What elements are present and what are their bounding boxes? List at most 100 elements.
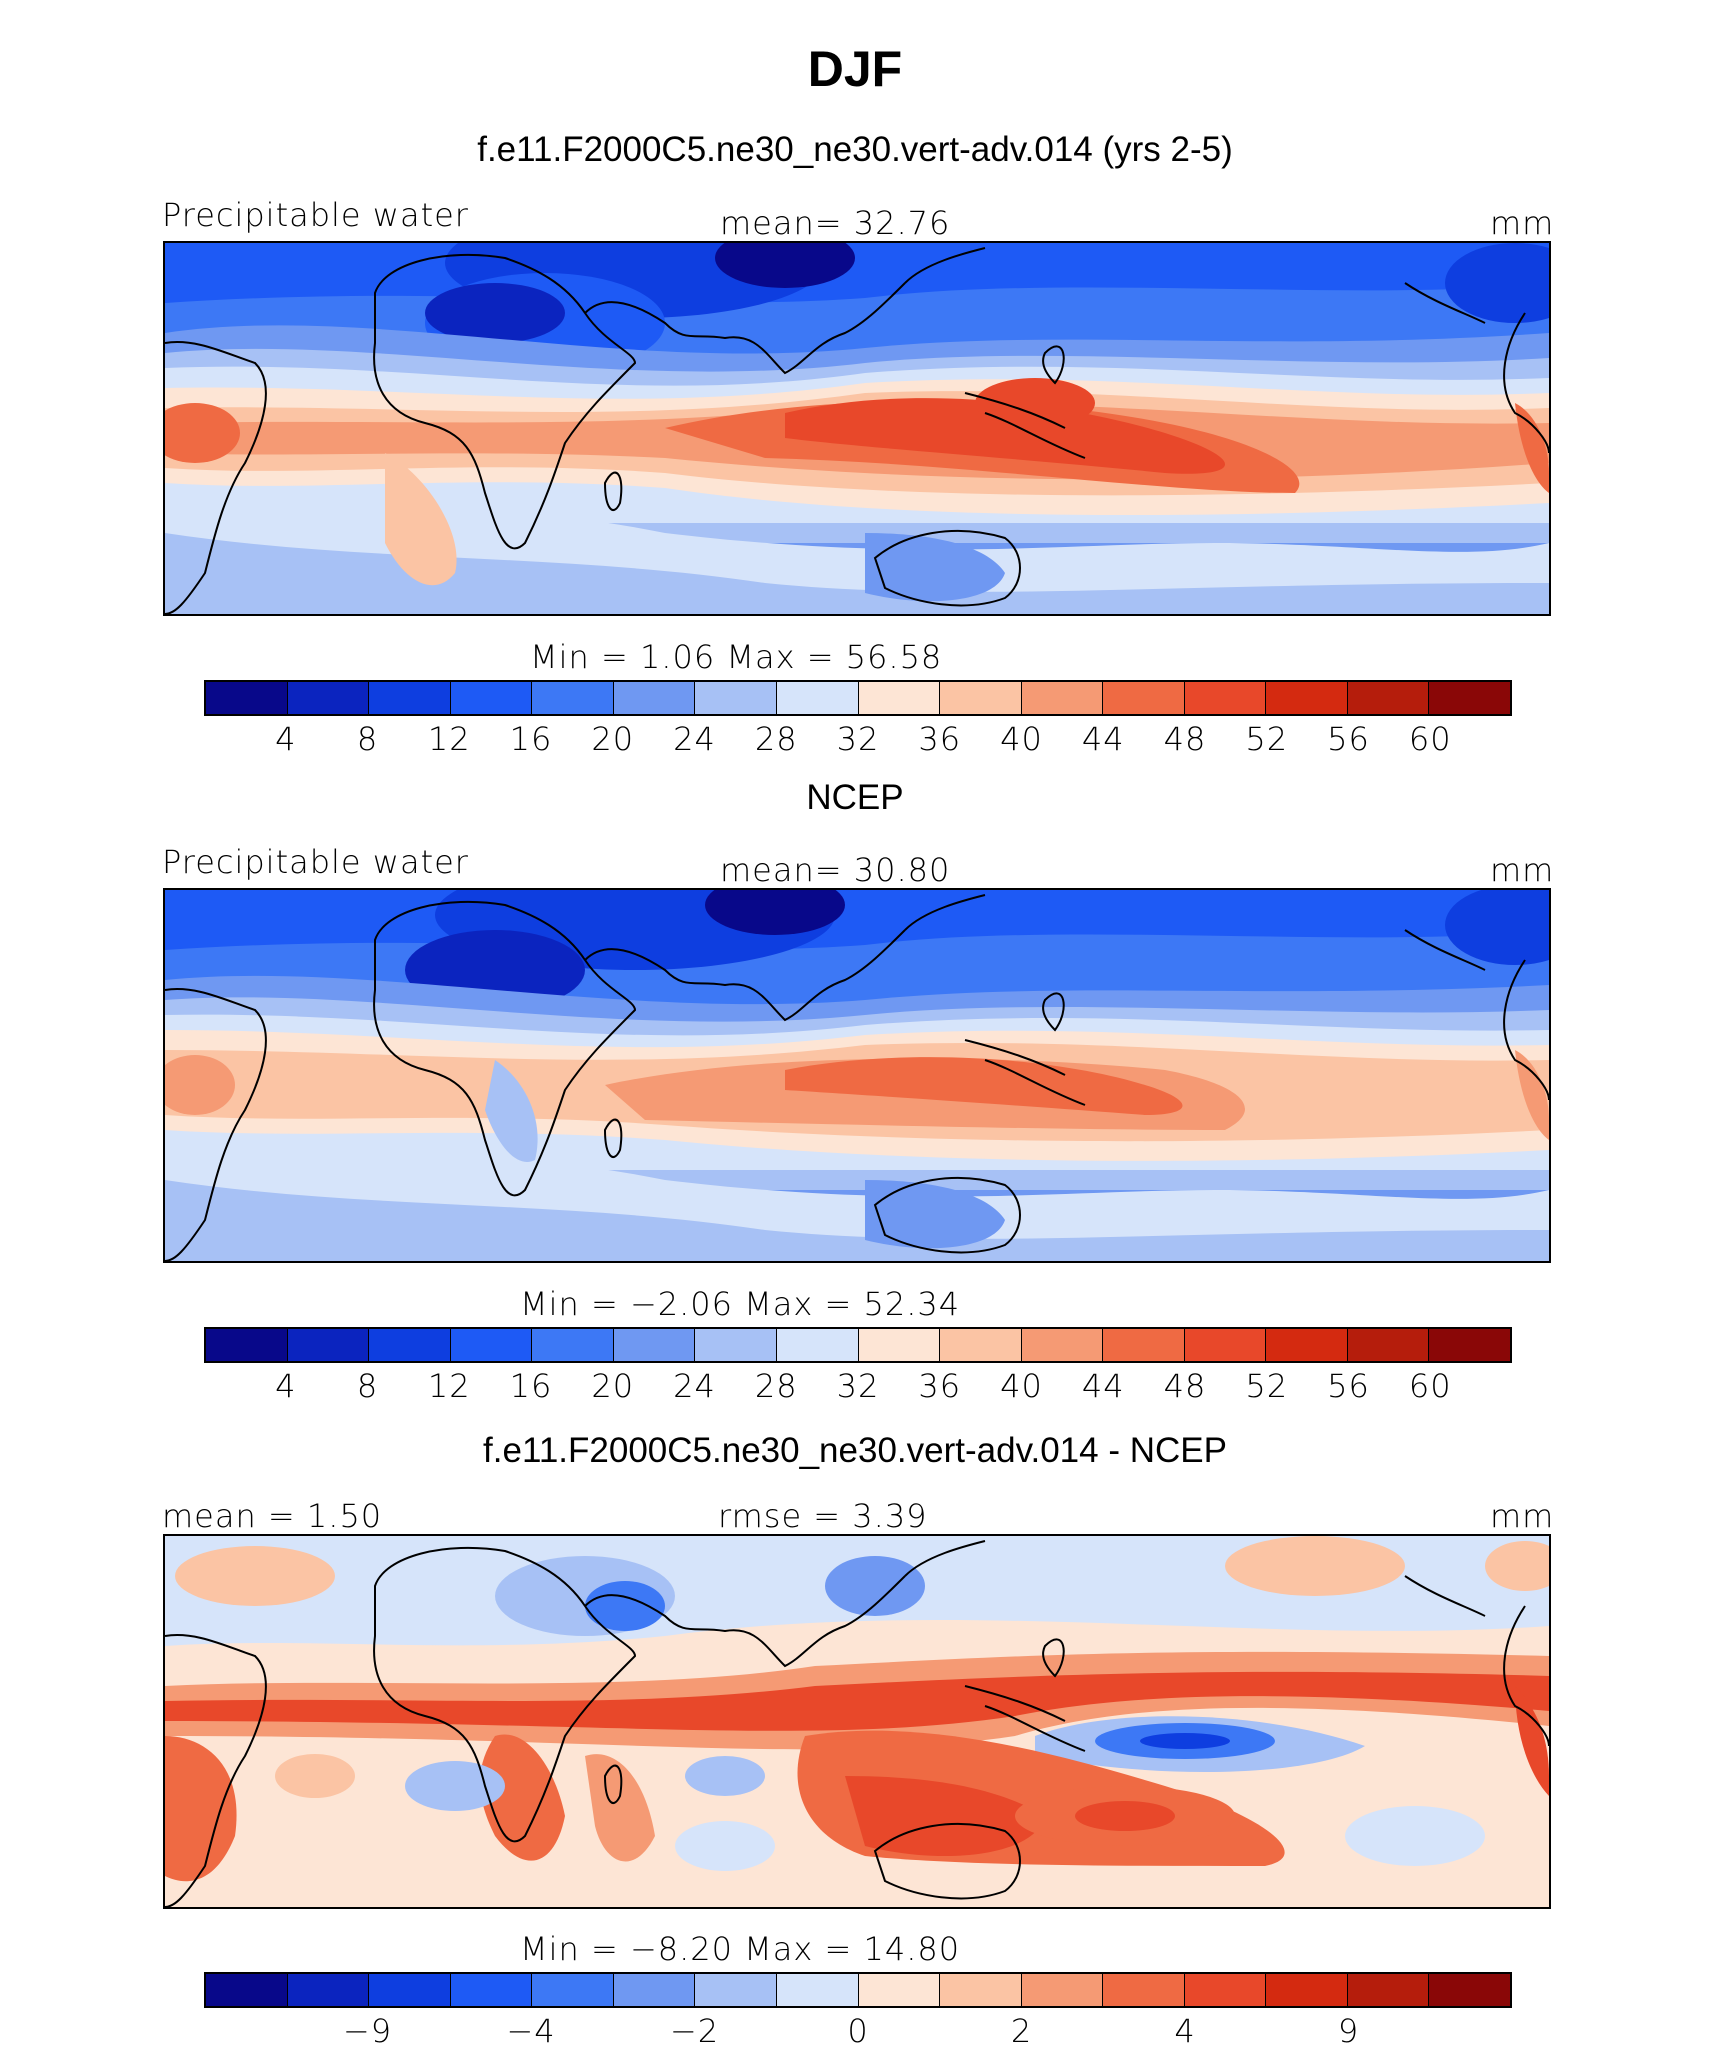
colorbar-swatch <box>206 682 288 714</box>
panel-1-tick-labels: 4 8 12 16 20 24 28 32 36 40 44 48 52 56 60 <box>0 720 1710 764</box>
panel-3-mean-label: mean = 1.50 <box>162 1497 383 1535</box>
colorbar-swatch <box>940 1974 1022 2006</box>
panel-1-contour-field <box>165 243 1549 614</box>
colorbar-swatch <box>369 1329 451 1361</box>
colorbar-swatch <box>695 1329 777 1361</box>
colorbar-tick-label: 2 <box>1010 2012 1033 2050</box>
panel-1-title: f.e11.F2000C5.ne30_ne30.vert-adv.014 (yr… <box>477 130 1233 169</box>
colorbar-swatch <box>1266 1329 1348 1361</box>
panel-3-rmse-label: rmse = 3.39 <box>718 1497 928 1535</box>
colorbar-tick-label: 44 <box>1081 1367 1125 1405</box>
colorbar-tick-label: 4 <box>275 720 297 758</box>
colorbar-swatch <box>532 1329 614 1361</box>
colorbar-tick-label: 16 <box>509 720 553 758</box>
colorbar-tick-label: 40 <box>1000 720 1043 758</box>
colorbar-tick-label: 56 <box>1327 720 1370 758</box>
colorbar-tick-label: 32 <box>836 1367 880 1405</box>
colorbar-tick-label: 20 <box>591 720 635 758</box>
colorbar-tick-label: 48 <box>1163 720 1207 758</box>
colorbar-tick-label: 40 <box>1000 1367 1043 1405</box>
colorbar-tick-label: 60 <box>1408 1367 1452 1405</box>
panel-3-units-label: mm <box>1490 1497 1555 1535</box>
panel-3-title: f.e11.F2000C5.ne30_ne30.vert-adv.014 - N… <box>483 1431 1227 1470</box>
panel-2-title: NCEP <box>806 778 904 817</box>
colorbar-tick-label: 56 <box>1327 1367 1370 1405</box>
colorbar-swatch <box>206 1329 288 1361</box>
panel-2-contour-field <box>165 890 1549 1261</box>
colorbar-swatch <box>858 1974 941 2006</box>
colorbar-swatch <box>1021 1329 1104 1361</box>
colorbar-tick-label: 4 <box>1174 2012 1196 2050</box>
colorbar-swatch <box>1429 1329 1510 1361</box>
colorbar-tick-label: −9 <box>342 2012 393 2050</box>
colorbar-tick-label: 4 <box>275 1367 297 1405</box>
colorbar-tick-label: 36 <box>918 720 962 758</box>
colorbar-swatch <box>532 1974 614 2006</box>
colorbar-tick-label: −2 <box>669 2012 720 2050</box>
colorbar-swatch <box>940 1329 1022 1361</box>
colorbar-swatch <box>287 1329 370 1361</box>
colorbar-tick-label: 36 <box>918 1367 962 1405</box>
panel-3-minmax: Min = −8.20 Max = 14.80 <box>520 1930 961 1968</box>
panel-1-units-label: mm <box>1490 204 1555 242</box>
colorbar-tick-label: 20 <box>591 1367 635 1405</box>
figure-title: DJF <box>807 41 903 97</box>
colorbar-swatch <box>532 682 614 714</box>
colorbar-tick-label: 24 <box>673 720 716 758</box>
colorbar-swatch <box>450 1329 533 1361</box>
colorbar-swatch <box>450 682 533 714</box>
colorbar-swatch <box>776 682 859 714</box>
colorbar-swatch <box>695 1974 777 2006</box>
panel-3-map <box>163 1534 1551 1909</box>
colorbar-swatch <box>695 682 777 714</box>
colorbar-swatch <box>1184 1974 1267 2006</box>
colorbar-swatch <box>1103 1329 1185 1361</box>
colorbar-tick-label: 9 <box>1337 2012 1360 2050</box>
colorbar-tick-label: 16 <box>509 1367 553 1405</box>
colorbar-swatch <box>287 1974 370 2006</box>
colorbar-tick-label: 44 <box>1081 720 1125 758</box>
colorbar-tick-label: 8 <box>356 1367 379 1405</box>
panel-2-colorbar <box>204 1327 1512 1363</box>
colorbar-swatch <box>613 1329 696 1361</box>
colorbar-swatch <box>1021 1974 1104 2006</box>
colorbar-tick-label: 52 <box>1245 1367 1289 1405</box>
colorbar-swatch <box>369 1974 451 2006</box>
colorbar-tick-label: 12 <box>427 720 471 758</box>
colorbar-swatch <box>940 682 1022 714</box>
colorbar-swatch <box>1021 682 1104 714</box>
colorbar-tick-label: 52 <box>1245 720 1289 758</box>
colorbar-swatch <box>206 1974 288 2006</box>
panel-2-variable-label: Precipitable water <box>162 843 469 881</box>
colorbar-swatch <box>858 682 941 714</box>
colorbar-swatch <box>1429 1974 1510 2006</box>
panel-3-colorbar <box>204 1972 1512 2008</box>
colorbar-swatch <box>1103 1974 1185 2006</box>
panel-3-tick-labels: −9 −4 −2 0 2 4 9 <box>0 2012 1710 2056</box>
panel-3-difference-field <box>165 1536 1549 1907</box>
colorbar-swatch <box>1347 1974 1430 2006</box>
panel-2-map <box>163 888 1551 1263</box>
colorbar-swatch <box>858 1329 941 1361</box>
colorbar-swatch <box>776 1974 859 2006</box>
colorbar-swatch <box>450 1974 533 2006</box>
panel-1-minmax: Min = 1.06 Max = 56.58 <box>530 638 943 676</box>
colorbar-tick-label: −4 <box>506 2012 556 2050</box>
colorbar-tick-label: 24 <box>673 1367 716 1405</box>
panel-1-mean-label: mean= 32.76 <box>720 204 951 242</box>
colorbar-swatch <box>1103 682 1185 714</box>
panel-1-variable-label: Precipitable water <box>162 196 469 234</box>
colorbar-tick-label: 32 <box>836 720 880 758</box>
colorbar-swatch <box>1266 1974 1348 2006</box>
colorbar-swatch <box>1184 682 1267 714</box>
panel-1-map <box>163 241 1551 616</box>
colorbar-swatch <box>1429 682 1510 714</box>
colorbar-swatch <box>1184 1329 1267 1361</box>
colorbar-tick-label: 28 <box>754 1367 798 1405</box>
colorbar-swatch <box>776 1329 859 1361</box>
panel-2-mean-label: mean= 30.80 <box>720 851 951 889</box>
colorbar-swatch <box>1347 682 1430 714</box>
colorbar-tick-label: 12 <box>427 1367 471 1405</box>
panel-2-minmax: Min = −2.06 Max = 52.34 <box>520 1285 961 1323</box>
colorbar-tick-label: 60 <box>1408 720 1452 758</box>
